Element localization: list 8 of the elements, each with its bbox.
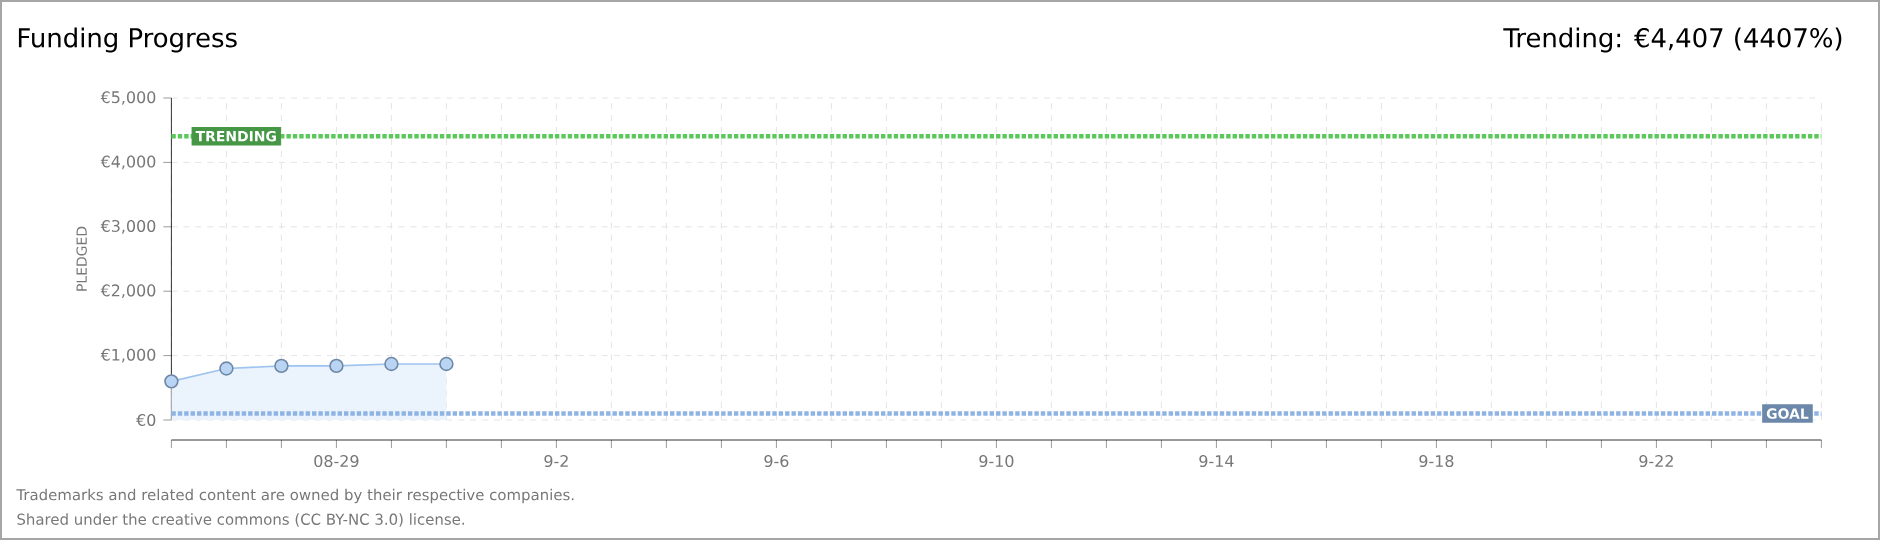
point (164, 374, 179, 389)
point (439, 356, 454, 372)
point (329, 358, 344, 374)
point (219, 361, 234, 376)
chart-title: Funding Progress (18, 27, 237, 53)
point (384, 356, 399, 372)
chart-subtitle: Trending: €4,407 (4407%) (1503, 27, 1842, 53)
point (274, 358, 289, 374)
